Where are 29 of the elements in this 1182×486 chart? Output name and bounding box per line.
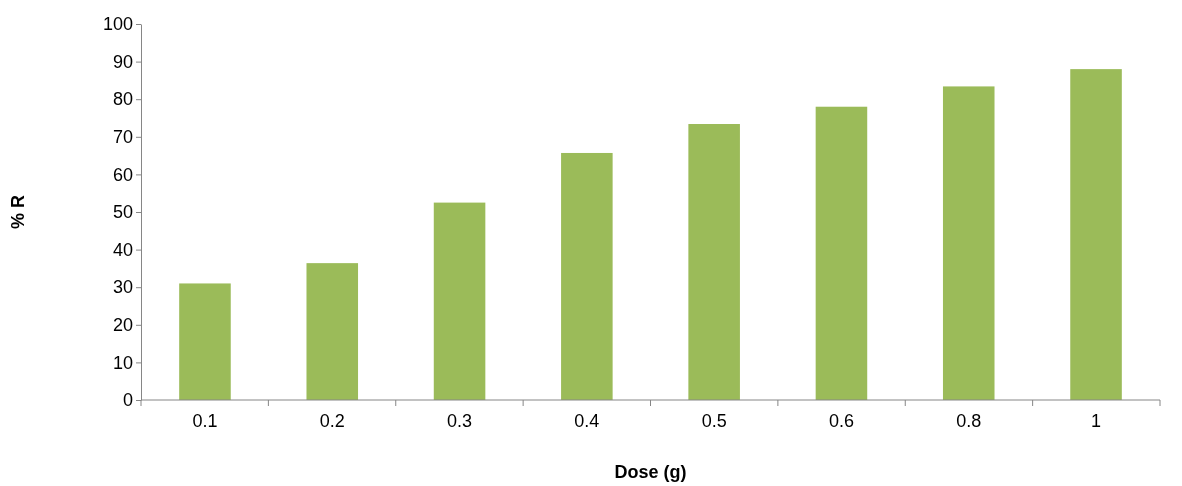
bar	[306, 263, 359, 400]
x-tick-label: 0.4	[574, 410, 600, 431]
y-axis-title: % R	[8, 194, 28, 230]
x-tick-label: 1	[1091, 410, 1102, 431]
bar	[1070, 69, 1122, 400]
y-tick-label: 10	[112, 352, 133, 373]
y-tick-label: 60	[112, 164, 133, 185]
bar	[561, 152, 613, 400]
bar	[179, 283, 231, 400]
y-tick-label: 0	[122, 390, 133, 411]
y-tick-label: 50	[112, 202, 133, 223]
bar	[688, 124, 740, 400]
bar	[433, 202, 486, 400]
x-tick-label: 0.1	[192, 410, 218, 431]
y-tick-label: 80	[112, 89, 133, 110]
y-tick-label: 40	[112, 239, 133, 260]
x-tick-label: 0.3	[447, 410, 473, 431]
y-tick-label: 90	[112, 51, 133, 72]
bar	[815, 106, 868, 400]
x-tick-label: 0.5	[701, 410, 727, 431]
x-tick-label: 0.6	[828, 410, 854, 431]
y-tick-label: 30	[112, 277, 133, 298]
x-tick-label: 0.8	[956, 410, 982, 431]
x-axis-title: Dose (g)	[614, 462, 687, 482]
x-tick-label: 0.2	[319, 410, 345, 431]
y-tick-label: 100	[102, 14, 133, 35]
y-tick-label: 20	[112, 315, 133, 336]
y-tick-label: 70	[112, 127, 133, 148]
bar	[942, 86, 995, 400]
